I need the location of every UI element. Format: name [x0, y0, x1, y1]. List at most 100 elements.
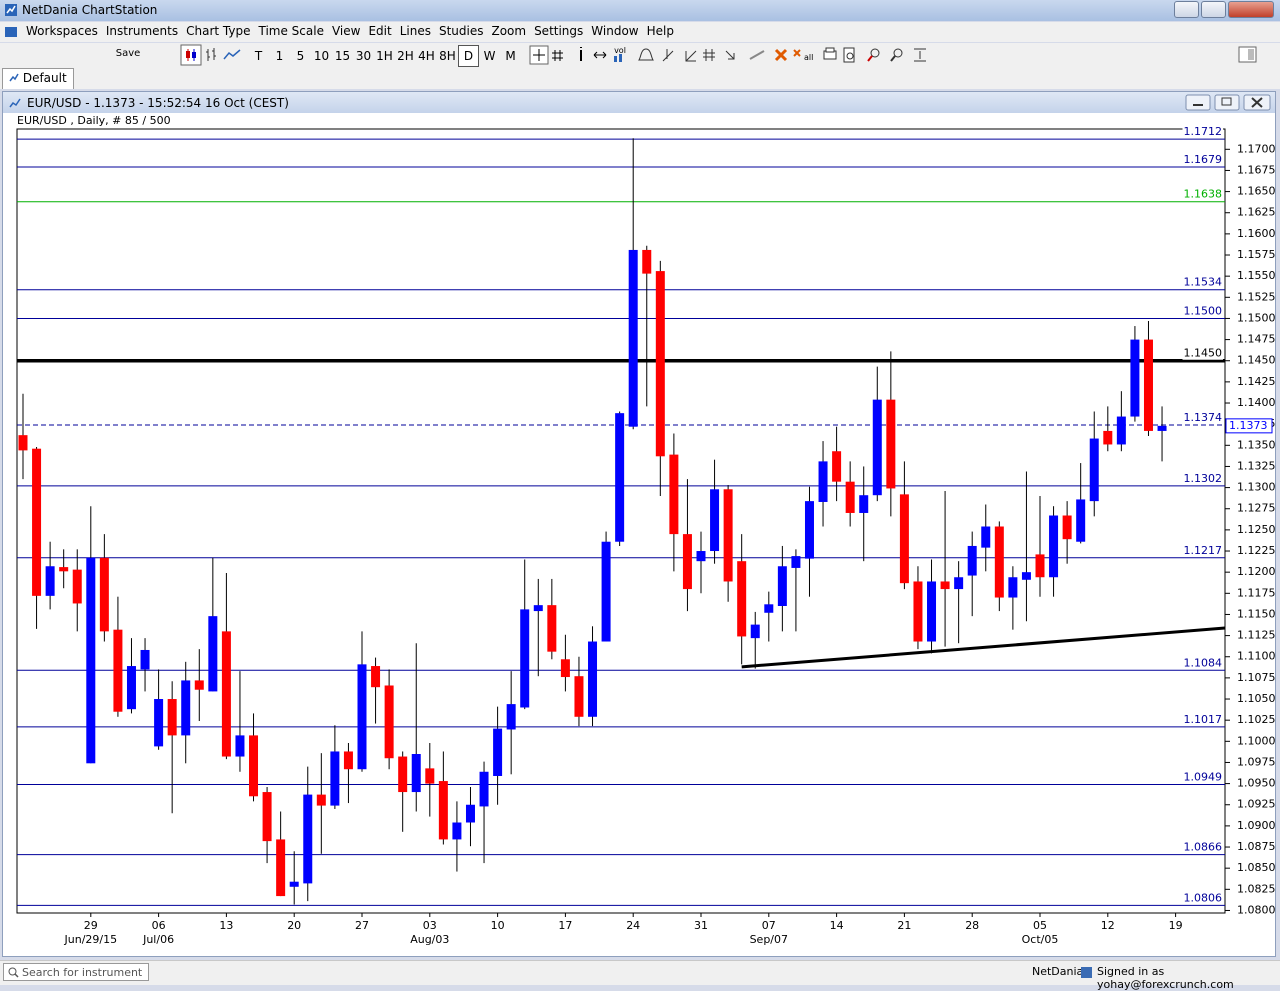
x-tick-label: 14 [830, 919, 844, 932]
x-month-label: Jun/29/15 [64, 933, 118, 946]
menu-item[interactable]: Help [646, 24, 674, 38]
candle-body [249, 735, 259, 797]
y-tick-label: 1.1150 [1237, 607, 1275, 620]
candle-body [764, 604, 774, 613]
x-tick-label: 29 [84, 919, 98, 932]
interval-button[interactable]: M [505, 49, 516, 63]
interval-button[interactable]: 1H [376, 49, 393, 63]
maximize-button[interactable] [1201, 1, 1226, 18]
x-tick-label: 19 [1169, 919, 1183, 932]
candle-body [655, 271, 665, 457]
level-label: 1.1084 [1184, 656, 1223, 669]
candle-body [303, 794, 313, 884]
interval-button[interactable]: D [458, 45, 479, 67]
y-tick-label: 1.1400 [1237, 396, 1275, 409]
candle-body [465, 804, 475, 823]
menu-item[interactable]: Edit [368, 24, 392, 38]
level-label-bg [1182, 411, 1223, 425]
x-tick-label: 20 [287, 919, 301, 932]
level-label-bg [1182, 153, 1223, 167]
panel-toggle[interactable] [1238, 46, 1258, 64]
level-label-bg [1182, 656, 1223, 670]
y-tick-label: 1.1175 [1237, 586, 1275, 599]
interval-button[interactable]: 1 [275, 49, 284, 63]
candle-body [872, 399, 882, 496]
menu-item[interactable]: Window [591, 24, 639, 38]
tab-label: Default [22, 71, 67, 85]
candle-body [1103, 430, 1113, 445]
level-label-bg [1182, 125, 1223, 139]
x-tick-label: 10 [491, 919, 505, 932]
menu-item[interactable]: Time Scale [258, 24, 324, 38]
menu-item[interactable]: Chart Type [186, 24, 251, 38]
x-tick-label: 13 [219, 919, 233, 932]
level-label-bg [1182, 840, 1223, 854]
menu-item[interactable]: Settings [534, 24, 584, 38]
menu-item[interactable]: Lines [399, 24, 431, 38]
candle-body [994, 526, 1004, 598]
interval-button[interactable]: W [483, 49, 496, 63]
candle-body [899, 494, 909, 584]
interval-button[interactable]: T [254, 49, 263, 63]
level-label: 1.1500 [1184, 304, 1223, 317]
trendline [741, 626, 1226, 669]
candle-body [113, 629, 123, 712]
interval-button[interactable]: 5 [296, 49, 305, 63]
close-button[interactable] [1228, 1, 1274, 18]
x-tick-label: 17 [558, 919, 572, 932]
candle-body [588, 641, 598, 717]
interval-button[interactable]: 30 [355, 49, 372, 63]
tab-icon [9, 73, 19, 82]
candle-body [940, 581, 950, 590]
interval-button[interactable]: 15 [334, 49, 351, 63]
candle-body [316, 794, 326, 806]
candle-body [750, 624, 760, 639]
x-tick-label: 07 [762, 919, 776, 932]
y-tick-label: 1.0950 [1237, 777, 1275, 790]
interval-button[interactable]: 4H [418, 49, 435, 63]
search-box[interactable]: Search for instrument [3, 963, 149, 981]
level-label-bg [1182, 543, 1223, 557]
candle-body [886, 399, 896, 489]
candle-body [479, 771, 489, 807]
level-label: 1.0806 [1184, 891, 1223, 904]
workspace-tab[interactable]: Default [2, 68, 74, 89]
menu-item[interactable]: Zoom [491, 24, 527, 38]
level-label-bg [1182, 187, 1223, 201]
interval-button[interactable]: 8H [439, 49, 456, 63]
candle-body [493, 728, 503, 776]
menu-item[interactable]: Instruments [105, 24, 179, 38]
candle-body [615, 413, 625, 542]
candle-body [384, 685, 394, 759]
provider-label: NetDania [1032, 965, 1084, 978]
y-tick-label: 1.1550 [1237, 269, 1275, 282]
chart-window-controls[interactable] [1185, 94, 1273, 111]
candle-body [208, 616, 218, 692]
y-tick-label: 1.1100 [1237, 650, 1275, 663]
level-label-bg [1182, 275, 1223, 289]
x-tick-label: 21 [897, 919, 911, 932]
y-tick-label: 1.1300 [1237, 481, 1275, 494]
candle-body [777, 566, 787, 606]
level-label: 1.1679 [1184, 153, 1223, 166]
minimize-button[interactable] [1174, 1, 1199, 18]
interval-button[interactable]: 10 [313, 49, 330, 63]
candle-body [832, 451, 842, 482]
menu-item[interactable]: Studies [438, 24, 484, 38]
level-label: 1.1712 [1184, 125, 1223, 138]
menu-item[interactable]: Workspaces [26, 24, 98, 38]
menu-item[interactable]: View [331, 24, 361, 38]
x-tick-label: 24 [626, 919, 640, 932]
last-price-label: 1.1373 [1229, 419, 1268, 432]
y-tick-label: 1.0825 [1237, 882, 1275, 895]
candle-body [710, 489, 720, 552]
y-tick-label: 1.1075 [1237, 671, 1275, 684]
level-label-bg [1182, 471, 1223, 485]
window-title: NetDania ChartStation [22, 3, 158, 17]
interval-button[interactable]: 2H [397, 49, 414, 63]
candle-body [506, 704, 516, 730]
candle-body [343, 751, 353, 770]
last-price-box [1225, 418, 1273, 434]
